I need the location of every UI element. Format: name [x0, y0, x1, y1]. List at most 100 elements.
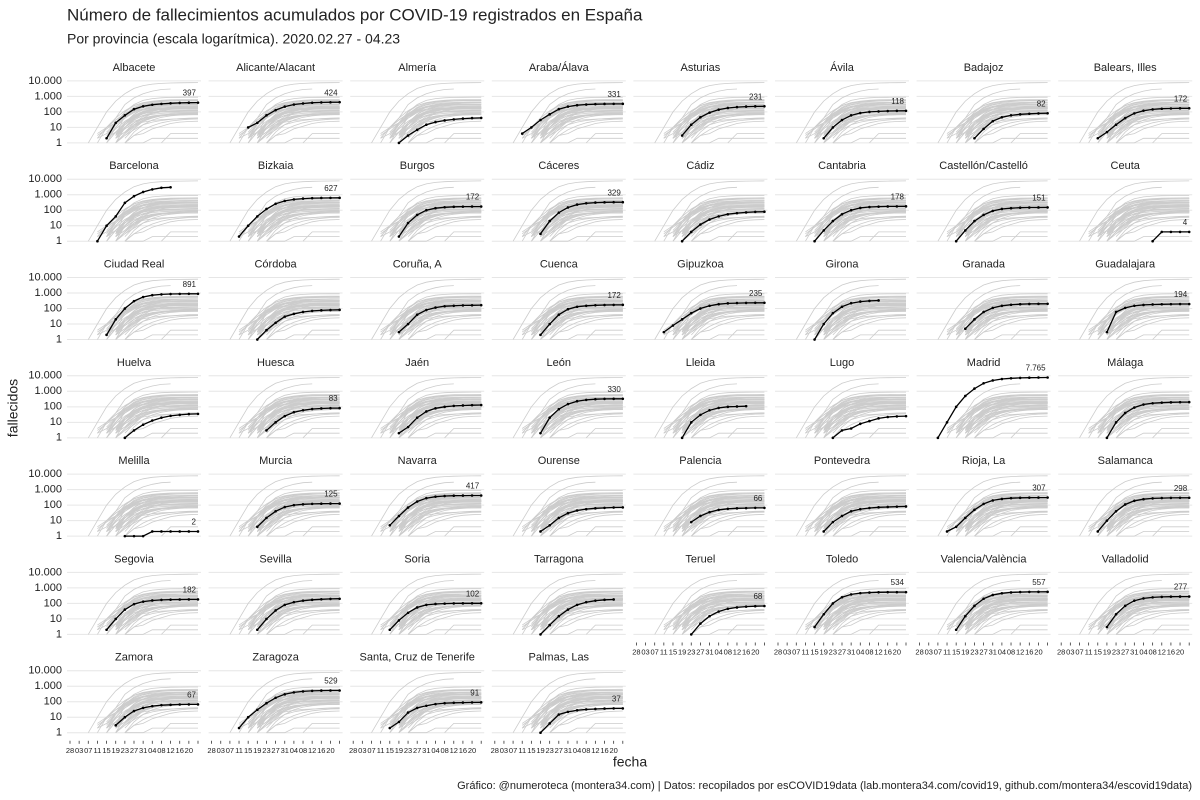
x-tick-label: 04: [431, 746, 439, 755]
value-label: 424: [324, 88, 338, 97]
point: [868, 419, 871, 423]
x-tick-label: 31: [281, 746, 289, 755]
point: [858, 422, 862, 426]
x-tick-label: 11: [660, 647, 668, 656]
background-line: [955, 308, 1048, 336]
background-line: [823, 404, 906, 429]
point: [699, 307, 702, 310]
background-line: [106, 701, 199, 729]
x-tick-label: 27: [271, 746, 279, 755]
point: [150, 599, 154, 602]
point: [132, 709, 136, 713]
background-line: [965, 306, 1048, 331]
point: [434, 206, 437, 210]
point: [1151, 497, 1154, 500]
x-tick-label: 16: [1167, 647, 1175, 656]
background-line: [964, 497, 1048, 529]
point: [1105, 436, 1109, 440]
background-line: [965, 404, 1048, 429]
background-line: [823, 310, 906, 333]
background-line: [407, 710, 482, 734]
panel-title: Alicante/Alacant: [236, 62, 315, 74]
point: [141, 423, 145, 427]
background-line: [814, 308, 907, 336]
background-line: [823, 596, 906, 628]
point: [584, 398, 588, 402]
background-line: [823, 399, 906, 431]
point: [868, 506, 871, 510]
point: [763, 210, 766, 214]
background-line: [869, 428, 906, 439]
background-line: [823, 401, 907, 434]
background-line: [823, 409, 906, 431]
background-line: [964, 104, 1048, 136]
point: [470, 601, 474, 605]
point: [274, 202, 277, 206]
background-line: [389, 112, 482, 139]
point: [680, 239, 684, 243]
background-line: [302, 133, 340, 144]
background-line: [371, 475, 482, 537]
x-tick-label: 19: [678, 647, 686, 656]
background-line: [257, 114, 340, 136]
background-line: [87, 475, 199, 537]
background-line: [681, 112, 765, 139]
point: [575, 399, 579, 403]
background-line: [1106, 205, 1190, 237]
point: [726, 405, 730, 409]
background-line: [823, 511, 906, 537]
background-line: [444, 624, 482, 635]
point: [329, 597, 332, 601]
background-line: [407, 514, 482, 537]
point: [461, 205, 465, 208]
background-line: [389, 200, 482, 231]
point: [150, 103, 154, 107]
background-line: [691, 610, 765, 635]
point: [1160, 401, 1164, 404]
background-line: [266, 334, 340, 340]
background-line: [389, 593, 482, 624]
point: [1000, 304, 1004, 308]
point: [594, 303, 597, 307]
point: [557, 516, 561, 520]
background-line: [814, 406, 906, 434]
value-label: 4: [1183, 218, 1188, 227]
province-line: [681, 405, 747, 439]
x-tick-label: 23: [970, 647, 978, 656]
province-line: [256, 309, 340, 340]
point: [274, 509, 277, 513]
background-line: [832, 610, 907, 635]
background-line: [238, 395, 340, 434]
background-line: [832, 120, 907, 144]
value-label: 417: [466, 482, 480, 491]
point: [1028, 590, 1031, 594]
x-tick-label: 15: [1094, 647, 1102, 656]
x-tick-label: 16: [884, 647, 892, 656]
province-line: [256, 598, 340, 631]
point: [831, 311, 835, 315]
background-line: [540, 407, 623, 434]
background-line: [1097, 406, 1190, 434]
background-line: [380, 690, 482, 729]
point: [945, 421, 949, 424]
background-line: [1097, 593, 1190, 624]
background-line: [87, 377, 199, 439]
background-line: [161, 231, 198, 242]
background-line: [937, 82, 1048, 144]
y-tick-label: 100: [44, 597, 62, 609]
point: [717, 302, 720, 306]
panel-title: Lugo: [830, 357, 854, 369]
point: [539, 232, 542, 236]
background-line: [814, 603, 907, 631]
background-line: [549, 120, 623, 144]
background-line: [691, 137, 765, 144]
point: [1009, 114, 1013, 117]
background-line: [549, 511, 623, 537]
background-line: [681, 301, 765, 333]
panel-title: Ávila: [830, 61, 855, 74]
value-label: 529: [324, 677, 338, 686]
background-line: [256, 596, 340, 628]
point: [1000, 591, 1004, 595]
background-line: [97, 198, 198, 237]
point: [1178, 107, 1182, 110]
